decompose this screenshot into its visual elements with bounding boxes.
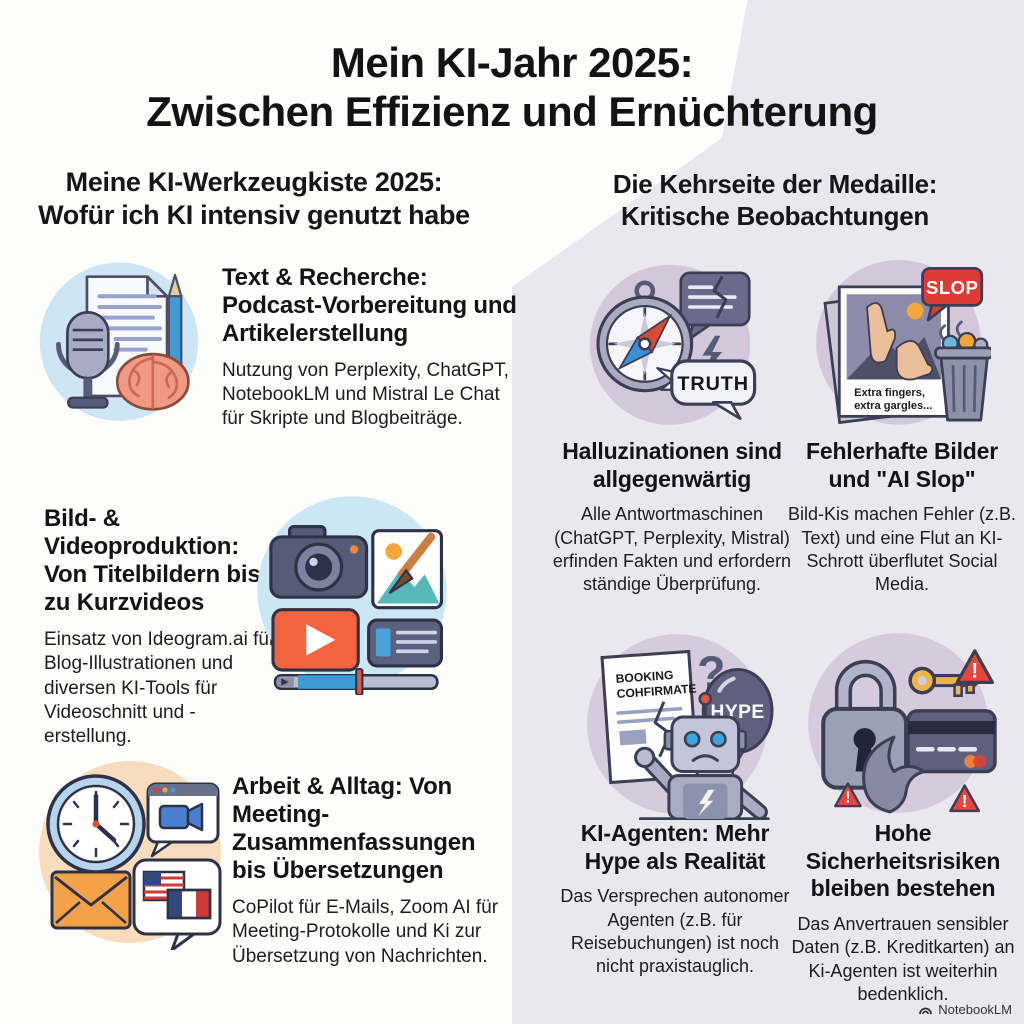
booking-document-icon: BOOKING COHFIRMATE bbox=[600, 649, 700, 785]
envelope-icon bbox=[50, 870, 132, 930]
warning-triangle-icon: ! bbox=[834, 782, 862, 808]
truth-label: TRUTH bbox=[677, 373, 749, 395]
video-call-window-icon bbox=[146, 782, 220, 858]
camera-video-paintbrush-icon bbox=[257, 496, 447, 695]
compass-truth-bubble-icon: TRUTH bbox=[589, 264, 757, 425]
right-item-4-title: Hohe Sicherheitsrisiken bleiben bestehen bbox=[805, 820, 1001, 902]
fr-flag-icon bbox=[166, 888, 212, 920]
right-item-1-body: Alle Antwortmaschinen (ChatGPT, Perplexi… bbox=[552, 504, 792, 595]
truth-bubble-icon: TRUTH bbox=[656, 359, 757, 420]
watermark: NotebookLM bbox=[918, 1002, 1012, 1017]
slop-caption-line2: extra gargles... bbox=[854, 400, 932, 412]
slop-caption-line1: Extra fingers, bbox=[854, 387, 925, 399]
warning-triangle-icon: ! bbox=[955, 649, 995, 684]
slop-bubble-icon: SLOP bbox=[921, 266, 984, 322]
right-column-header: Die Kehrseite der Medaille: Kritische Be… bbox=[536, 169, 1014, 232]
right-header-line1: Die Kehrseite der Medaille: bbox=[612, 169, 938, 199]
microphone-document-brain-icon bbox=[39, 262, 199, 421]
video-play-icon bbox=[271, 608, 360, 672]
right-item-2: Fehlerhafte Bilder und "AI Slop" Bild-Ki… bbox=[784, 438, 1020, 597]
lock-key-creditcard-icon: ! ! ! bbox=[808, 633, 997, 814]
notebooklm-logo-icon bbox=[919, 1007, 933, 1015]
clock-icon bbox=[46, 774, 146, 874]
page-title-line2: Zwischen Effizienz und Ernüchterung bbox=[146, 88, 878, 136]
left-item-1: Text & Recherche: Podcast-Vorbereitung u… bbox=[222, 264, 522, 432]
left-item-3-title: Arbeit & Alltag: Von Meeting-Zusammenfas… bbox=[232, 773, 476, 885]
left-item-1-title: Text & Recherche: Podcast-Vorbereitung u… bbox=[222, 264, 517, 348]
left-item-2-body: Einsatz von Ideogram.ai für Blog-Illustr… bbox=[44, 629, 276, 747]
right-item-2-body: Bild-Kis machen Fehler (z.B. Text) und e… bbox=[787, 504, 1017, 595]
slop-image-trash-icon: Extra fingers, extra gargles... SLOP bbox=[816, 260, 991, 425]
right-item-1-title: Halluzinationen sind allgegenwärtig bbox=[562, 438, 782, 492]
left-item-1-body: Nutzung von Perplexity, ChatGPT, Noteboo… bbox=[222, 360, 509, 430]
microphone-icon bbox=[56, 310, 120, 409]
clock-mail-translation-icon bbox=[39, 761, 222, 950]
image-paintbrush-icon bbox=[371, 529, 443, 610]
tentacle-icon bbox=[862, 735, 926, 814]
left-item-3-body: CoPilot für E-Mails, Zoom AI für Meeting… bbox=[232, 897, 499, 967]
svg-text:!: ! bbox=[962, 791, 968, 811]
right-item-4: Hohe Sicherheitsrisiken bleiben bestehen… bbox=[782, 820, 1024, 1006]
left-item-2-title: Bild- & Videoproduktion: Von Titelbilder… bbox=[44, 505, 261, 617]
left-header-line2: Wofür ich KI intensiv genutzt habe bbox=[38, 199, 470, 230]
page-title-line1: Mein KI-Jahr 2025: bbox=[330, 39, 694, 86]
right-item-4-body: Das Anvertrauen sensibler Daten (z.B. Kr… bbox=[791, 913, 1015, 1004]
translation-flags-bubble-icon bbox=[132, 858, 222, 950]
left-column-header: Meine KI-Werkzeugkiste 2025: Wofür ich K… bbox=[8, 166, 500, 232]
right-item-3-title: KI-Agenten: Mehr Hype als Realität bbox=[580, 820, 770, 874]
compass-icon bbox=[596, 280, 694, 393]
right-header-line2: Kritische Beobachtungen bbox=[620, 200, 930, 231]
right-item-3-body: Das Versprechen autonomer Agenten (z.B. … bbox=[560, 886, 790, 977]
watermark-text: NotebookLM bbox=[938, 1002, 1012, 1017]
slop-label: SLOP bbox=[926, 277, 978, 298]
warning-triangle-icon: ! bbox=[949, 784, 981, 813]
photo-stack-icon: Extra fingers, extra gargles... bbox=[823, 285, 950, 425]
booking-doc-line2: COHFIRMATE bbox=[616, 681, 697, 701]
camera-icon bbox=[269, 524, 369, 599]
media-card-icon bbox=[367, 618, 443, 668]
right-item-2-title: Fehlerhafte Bilder und "AI Slop" bbox=[806, 438, 998, 492]
left-item-2: Bild- & Videoproduktion: Von Titelbilder… bbox=[44, 505, 276, 749]
robot-hype-balloon-icon: ? BOOKING COHFIRMATE HYPE bbox=[587, 634, 774, 820]
robot-icon bbox=[634, 691, 770, 820]
page-title: Mein KI-Jahr 2025: Zwischen Effizienz un… bbox=[0, 38, 1024, 136]
svg-text:!: ! bbox=[971, 658, 978, 682]
speech-bubble-crack-icon bbox=[679, 271, 751, 343]
left-item-3: Arbeit & Alltag: Von Meeting-Zusammenfas… bbox=[232, 773, 502, 969]
svg-text:!: ! bbox=[845, 790, 850, 807]
right-item-3: KI-Agenten: Mehr Hype als Realität Das V… bbox=[556, 820, 794, 979]
left-header-line1: Meine KI-Werkzeugkiste 2025: bbox=[65, 167, 443, 197]
timeline-bar-icon bbox=[273, 667, 439, 695]
right-item-1: Halluzinationen sind allgegenwärtig Alle… bbox=[550, 438, 794, 597]
brain-icon bbox=[115, 352, 190, 411]
trash-can-icon bbox=[934, 320, 991, 422]
credit-card-icon bbox=[906, 709, 997, 774]
booking-doc-line1: BOOKING bbox=[615, 668, 674, 686]
